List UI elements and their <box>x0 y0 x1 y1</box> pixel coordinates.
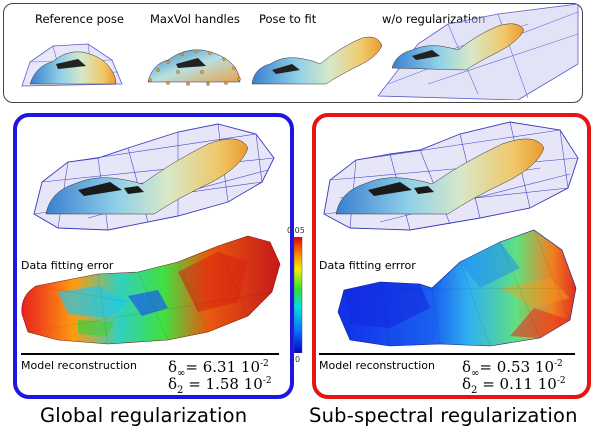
right-delta-2-value: 0.11 10 <box>499 375 557 393</box>
delta-symbol: δ <box>168 375 178 393</box>
right-delta-2-metric: δ2 = 0.11 10-2 <box>462 375 566 396</box>
label-maxvol-handles: MaxVol handles <box>150 12 240 26</box>
delta-symbol: δ <box>168 358 178 376</box>
exponent: -2 <box>262 376 272 386</box>
exponent: -2 <box>260 359 269 369</box>
top-comparison-panel <box>3 3 583 103</box>
colorbar-min-label: 0 <box>295 355 301 364</box>
right-model-reconstruction-label: Model reconstruction <box>319 359 435 372</box>
inf-subscript: ∞ <box>177 368 186 379</box>
left-delta-inf-value: 6.31 10 <box>202 358 260 376</box>
sub-spectral-regularization-cage-car <box>323 121 579 231</box>
equals-sign: = <box>482 375 495 393</box>
exponent: -2 <box>556 376 566 386</box>
left-delta-2-metric: δ2 = 1.58 10-2 <box>168 375 272 396</box>
reference-pose-car-thumbnail <box>21 43 123 87</box>
pose-to-fit-car-thumbnail <box>251 36 383 85</box>
equals-sign: = <box>479 358 492 376</box>
two-subscript: 2 <box>471 385 478 396</box>
sub-spectral-regularization-error-map <box>337 229 577 347</box>
global-regularization-cage-car <box>33 123 275 231</box>
colorbar-max-label: 0.05 <box>287 226 305 235</box>
global-regularization-panel <box>13 113 294 399</box>
label-reference-pose: Reference pose <box>35 12 124 26</box>
without-regularization-car-thumbnail <box>378 4 579 100</box>
error-colorbar <box>293 237 303 353</box>
left-data-fitting-error-label: Data fitting error <box>21 259 114 272</box>
left-divider <box>21 353 279 355</box>
left-model-reconstruction-label: Model reconstruction <box>21 359 137 372</box>
sub-spectral-regularization-panel <box>312 113 591 399</box>
delta-symbol: δ <box>462 375 472 393</box>
sub-spectral-regularization-caption: Sub-spectral regularization <box>309 404 578 427</box>
left-delta-2-value: 1.58 10 <box>205 375 263 393</box>
right-data-fitting-error-label: Data fitting errror <box>319 259 416 272</box>
global-regularization-error-map <box>21 235 281 345</box>
maxvol-handles-car-thumbnail <box>147 49 241 86</box>
right-divider <box>319 353 575 355</box>
equals-sign: = <box>188 375 201 393</box>
equals-sign: = <box>185 358 198 376</box>
inf-subscript: ∞ <box>471 368 480 379</box>
exponent: -2 <box>554 359 563 369</box>
right-delta-inf-value: 0.53 10 <box>496 358 554 376</box>
delta-symbol: δ <box>462 358 472 376</box>
label-pose-to-fit: Pose to fit <box>259 12 317 26</box>
left-delta-inf-metric: δ∞= 6.31 10-2 <box>168 358 269 379</box>
two-subscript: 2 <box>177 385 184 396</box>
right-delta-inf-metric: δ∞= 0.53 10-2 <box>462 358 563 379</box>
global-regularization-caption: Global regularization <box>40 404 248 427</box>
